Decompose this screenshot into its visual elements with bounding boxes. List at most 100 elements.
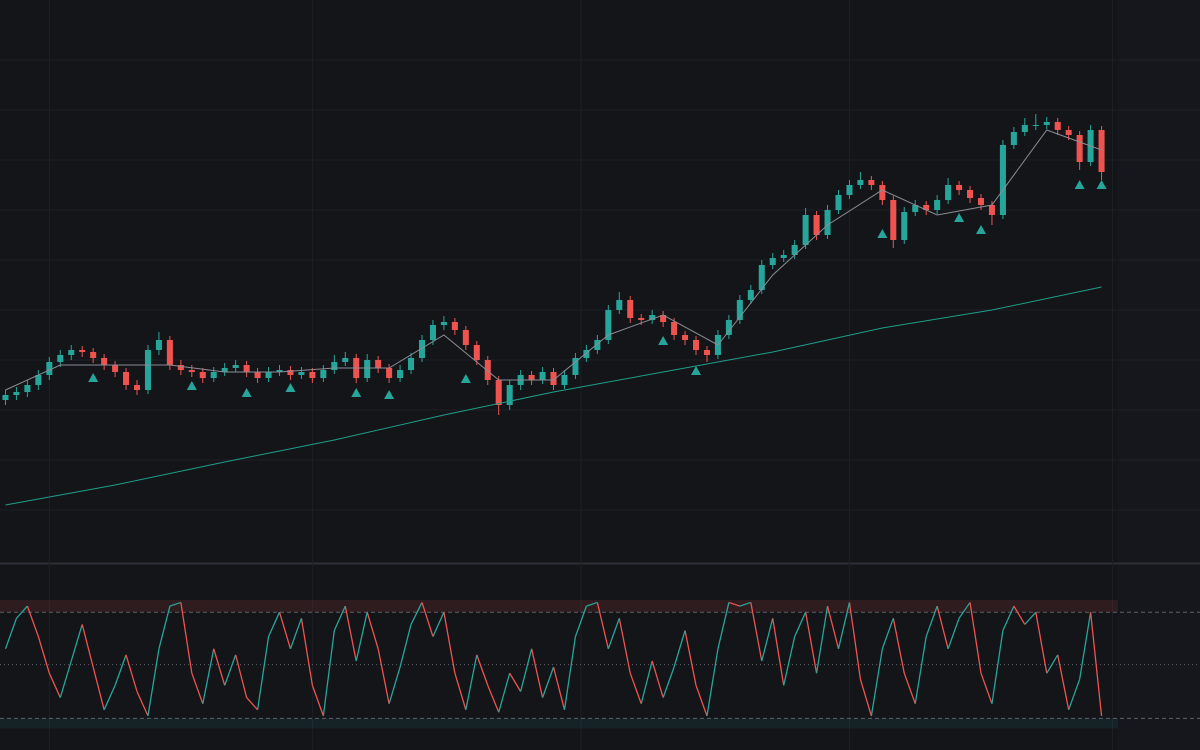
candle-body xyxy=(364,360,371,378)
oscillator-segment xyxy=(684,630,697,686)
candle-body xyxy=(539,372,546,380)
oscillator-segment xyxy=(487,685,500,713)
oversold-zone xyxy=(0,718,1118,729)
signal-marker xyxy=(954,213,965,222)
oscillator-segment xyxy=(815,605,829,674)
candle-body xyxy=(813,215,820,235)
oscillator-segment xyxy=(826,605,840,649)
oscillator-segment xyxy=(717,602,730,649)
signal-marker xyxy=(1074,180,1085,189)
oscillator-segment xyxy=(574,605,588,637)
signal-marker xyxy=(351,388,362,397)
oscillator-segment xyxy=(969,602,982,674)
candle-body xyxy=(945,185,952,200)
candle-body xyxy=(802,215,809,245)
oscillator-segment xyxy=(706,648,719,717)
candle-body xyxy=(46,362,53,375)
candle-body xyxy=(988,205,995,215)
candle-body xyxy=(166,340,173,365)
candle-body xyxy=(1065,130,1072,135)
oscillator-segment xyxy=(958,602,971,619)
candle-body xyxy=(112,365,119,372)
signal-marker xyxy=(186,381,197,390)
candle-body xyxy=(79,350,86,352)
candle-body xyxy=(594,340,601,350)
oscillator-segment xyxy=(191,672,204,704)
oscillator-segment xyxy=(914,636,927,704)
candle-body xyxy=(24,385,31,392)
oscillator-segment xyxy=(388,666,401,704)
candle-body xyxy=(572,358,579,375)
candle-body xyxy=(155,340,162,350)
candle-body xyxy=(276,370,283,372)
candle-body xyxy=(144,350,151,390)
candle-body xyxy=(506,385,513,405)
candle-body xyxy=(769,258,776,265)
oscillator-segment xyxy=(454,673,467,710)
candle-body xyxy=(254,372,261,378)
candle-body xyxy=(221,368,228,372)
candle-body xyxy=(68,350,75,355)
candle-body xyxy=(342,358,349,362)
oscillator-segment xyxy=(761,618,774,662)
signal-marker xyxy=(1096,180,1107,189)
oscillator-segment xyxy=(202,648,215,704)
candle-body xyxy=(243,365,250,372)
candle-body xyxy=(177,365,184,370)
signal-marker xyxy=(285,383,296,392)
oscillator-segment xyxy=(947,618,960,650)
candle-body xyxy=(561,375,568,385)
signal-marker xyxy=(877,229,888,238)
candle-body xyxy=(199,372,206,378)
oscillator-segment xyxy=(278,612,292,649)
oscillator-segment xyxy=(804,612,818,674)
candle-body xyxy=(747,290,754,300)
candle-body xyxy=(835,195,842,210)
signal-marker xyxy=(460,374,471,383)
candle-body xyxy=(725,320,732,335)
oscillator-segment xyxy=(607,618,620,650)
candle-body xyxy=(57,355,64,362)
candle-body xyxy=(462,330,469,345)
candle-body xyxy=(495,380,502,405)
oscillator-segment xyxy=(300,618,314,686)
candle-body xyxy=(123,372,130,385)
candle-body xyxy=(857,180,864,185)
oscillator-segment xyxy=(1024,611,1037,625)
oscillator-segment xyxy=(750,602,763,662)
oscillator-segment xyxy=(794,611,807,637)
candle-body xyxy=(977,198,985,205)
candle-body xyxy=(923,205,930,210)
oscillator-segment xyxy=(147,648,160,717)
oscillator-segment xyxy=(1078,612,1092,680)
candle-body xyxy=(1043,122,1050,125)
candle-body xyxy=(451,322,458,330)
oscillator-segment xyxy=(530,648,544,698)
oscillator-segment xyxy=(410,602,423,625)
candle-body xyxy=(440,322,447,325)
oscillator-segment xyxy=(213,648,226,686)
candle-body xyxy=(890,200,897,240)
oscillator-segment xyxy=(70,624,83,662)
oscillator-segment xyxy=(859,679,873,717)
signal-marker xyxy=(241,388,252,397)
candle-body xyxy=(901,212,908,240)
oscillator-segment xyxy=(48,672,61,698)
candle-body xyxy=(956,185,963,190)
candle-body xyxy=(331,362,338,370)
candle-body xyxy=(703,350,710,355)
oscillator-segment xyxy=(881,618,894,650)
candle-body xyxy=(484,360,491,380)
candle-body xyxy=(210,372,217,378)
oscillator-segment xyxy=(520,648,533,692)
oscillator-segment xyxy=(991,630,1004,704)
candle-body xyxy=(671,322,678,335)
candle-body xyxy=(35,375,42,385)
oscillator-segment xyxy=(344,605,357,662)
oscillator-segment xyxy=(81,624,94,668)
oscillator-segment xyxy=(1089,612,1103,716)
candle-body xyxy=(101,358,108,365)
